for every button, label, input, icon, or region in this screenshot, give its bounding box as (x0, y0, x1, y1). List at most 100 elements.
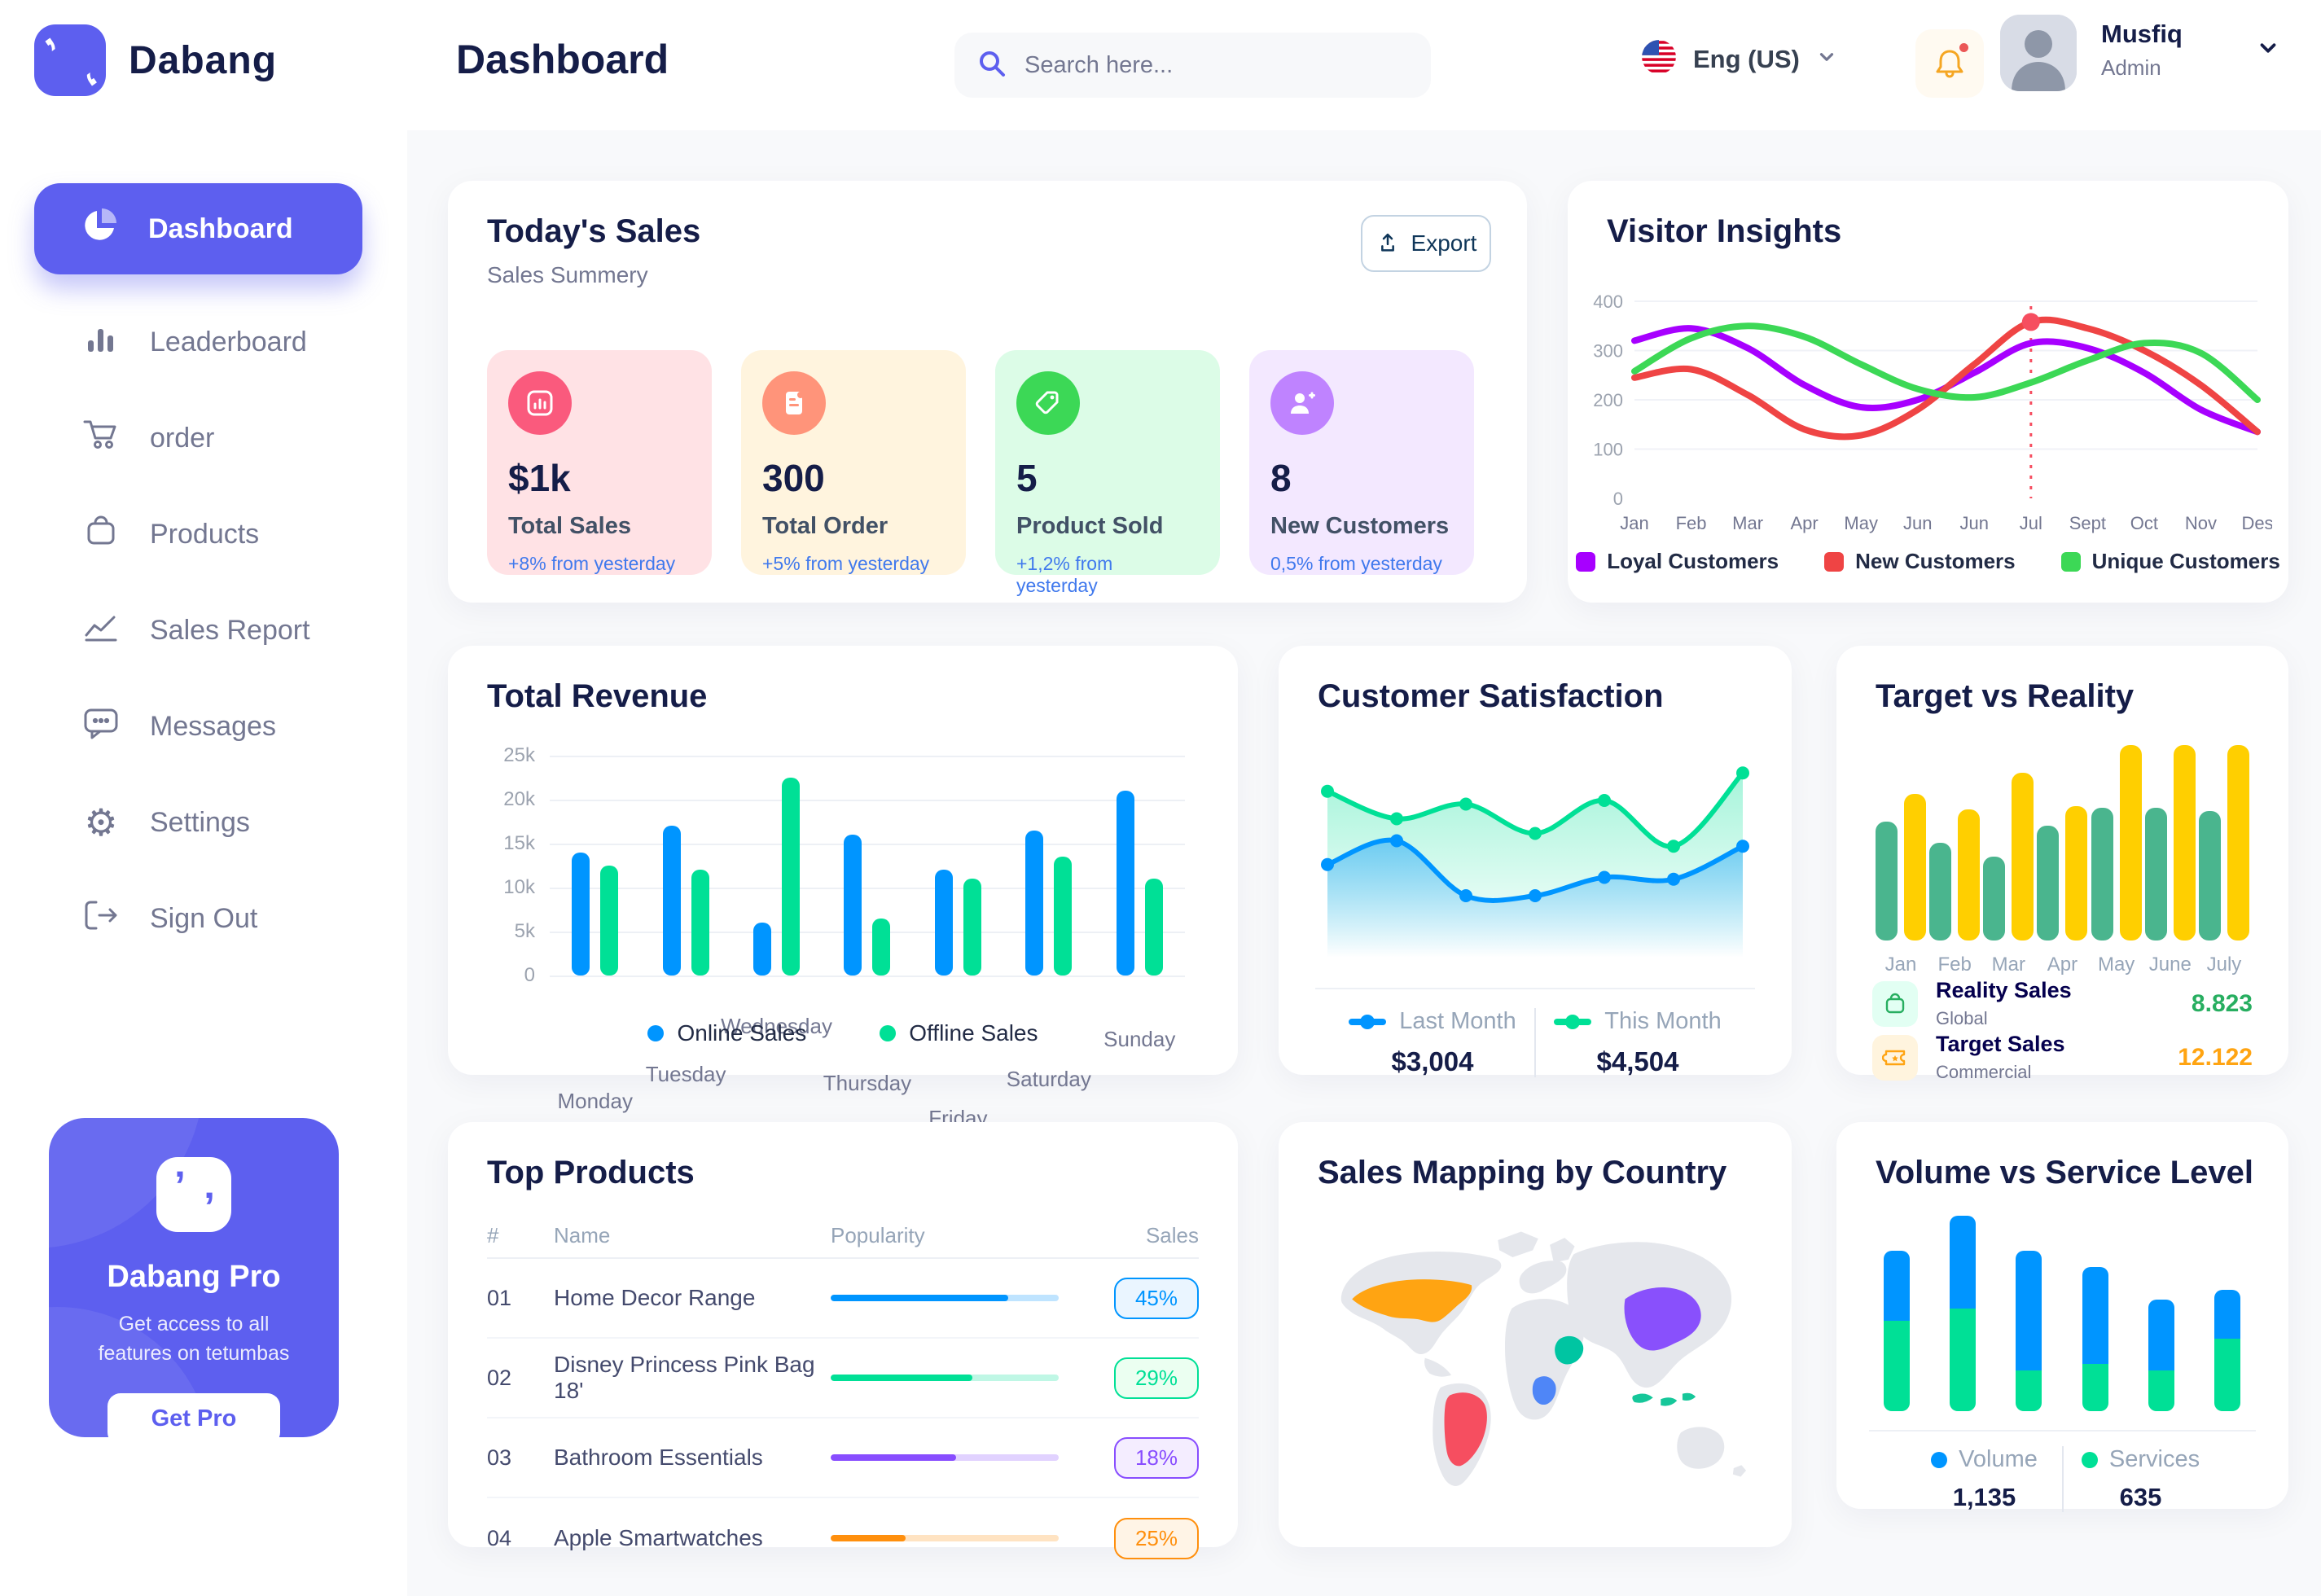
bar (2144, 808, 2167, 940)
product-name: Apple Smartwatches (554, 1525, 763, 1550)
axis-tick-label: Mar (1991, 954, 2025, 976)
sidebar-item-leaderboard[interactable]: Leaderboard (0, 294, 407, 390)
legend-item: Online Sales (647, 1020, 806, 1046)
series-value: 12.122 (2178, 1043, 2253, 1071)
top-header: Dashboard Eng (US) Musfiq Admin (407, 0, 2321, 130)
axis-tick-label: Monday (557, 1088, 633, 1113)
user-plus-icon (1270, 371, 1334, 435)
series-total: $3,004 (1391, 1046, 1474, 1076)
map-country-china[interactable] (1624, 1287, 1701, 1351)
bar (2012, 773, 2034, 940)
popularity-bar (831, 1375, 1059, 1381)
axis-tick-label: Thursday (823, 1071, 912, 1096)
sidebar-item-dashboard[interactable]: Dashboard (34, 183, 362, 274)
chevron-down-icon[interactable] (2256, 36, 2280, 64)
card-title: Customer Satisfaction (1318, 678, 1664, 714)
bag-icon (1872, 980, 1918, 1027)
svg-text:0: 0 (1613, 489, 1623, 509)
sidebar-item-order[interactable]: order (0, 390, 407, 486)
axis-tick-label: Saturday (1006, 1066, 1091, 1091)
series-value: 8.823 (2191, 989, 2253, 1017)
avatar[interactable] (2000, 15, 2077, 91)
cart-icon (81, 415, 121, 462)
bar (2227, 745, 2249, 940)
sidebar: ’’ Dabang Dashboard Leaderboard order (0, 0, 407, 1596)
sidebar-item-sales-report[interactable]: Sales Report (0, 582, 407, 678)
sidebar-item-label: Leaderboard (150, 326, 307, 357)
get-pro-button[interactable]: Get Pro (107, 1392, 280, 1437)
visitor-insights-chart: 0 100 200 300 400 Jan Feb Mar Apr May Jun Jun Jul Sep… (1593, 292, 2272, 533)
series-total: 635 (2119, 1483, 2162, 1511)
svg-text:Jul: Jul (2020, 513, 2042, 533)
svg-text:Jun: Jun (1903, 513, 1932, 533)
map-africa (1504, 1299, 1585, 1420)
bar-group: Feb (1929, 745, 1981, 976)
product-rank: 01 (487, 1285, 512, 1310)
svg-text:Oct: Oct (2130, 513, 2158, 533)
sidebar-item-messages[interactable]: Messages (0, 678, 407, 774)
export-button[interactable]: Export (1361, 215, 1491, 272)
bar (2065, 806, 2088, 940)
pro-subtitle: Get access to all features on tetumbas (98, 1313, 290, 1366)
legend-item: Services 635 (2064, 1446, 2218, 1512)
legend-item: Offline Sales (880, 1020, 1038, 1046)
legend-dot (1931, 1451, 1948, 1468)
search-bar[interactable] (954, 33, 1431, 98)
axis-tick-label: 0 (524, 964, 535, 986)
total-revenue-chart: 0 5k 10k 15k 20k 25k Monday Tuesday Wednesday Thu… (503, 744, 1185, 1130)
volume-service-chart (1884, 1212, 2240, 1411)
map-country-saudi-arabia[interactable] (1555, 1335, 1584, 1365)
language-label: Eng (US) (1693, 44, 1800, 73)
chart-legend: Loyal Customers New Customers Unique Cus… (1568, 549, 2288, 574)
language-selector[interactable]: Eng (US) (1641, 39, 1837, 79)
bar (782, 778, 801, 976)
divider (2061, 1446, 2064, 1512)
notification-badge (1957, 41, 1971, 55)
card-title: Visitor Insights (1607, 213, 1842, 249)
sales-badge: 45% (1113, 1277, 1199, 1319)
grid-line (550, 756, 1185, 757)
bar (872, 918, 891, 976)
sidebar-item-settings[interactable]: ⚙ Settings (0, 774, 407, 870)
legend-dot (2081, 1451, 2098, 1468)
brand[interactable]: ’’ Dabang (34, 24, 277, 96)
stat-product-sold: 5 Product Sold +1,2% from yesterday (995, 350, 1220, 596)
svg-text:Des: Des (2241, 513, 2272, 533)
legend-item: This Month $4,504 (1544, 1008, 1731, 1077)
map-country-brazil[interactable] (1444, 1392, 1487, 1467)
sidebar-item-label: Settings (150, 806, 250, 838)
bar (2198, 810, 2221, 940)
table-header: # Name Popularity Sales (487, 1213, 1199, 1259)
bar-group: Jan (1876, 745, 1926, 976)
user-menu[interactable]: Musfiq Admin (2101, 20, 2183, 81)
legend-item-target: Target Sales Commercial 12.122 (1872, 1032, 2253, 1083)
product-rank: 03 (487, 1445, 512, 1470)
sales-mapping-card: Sales Mapping by Country (1279, 1122, 1792, 1547)
sidebar-item-sign-out[interactable]: Sign Out (0, 870, 407, 967)
axis-tick-label: 25k (503, 744, 535, 766)
sidebar-item-label: order (150, 422, 215, 454)
sidebar-item-products[interactable]: Products (0, 486, 407, 582)
stat-new-customers: 8 New Customers 0,5% from yesterday (1249, 350, 1474, 575)
legend-swatch (2060, 551, 2081, 572)
table-row: 03 Bathroom Essentials 18% (487, 1418, 1199, 1498)
bar (1983, 857, 2006, 940)
map-country-indonesia[interactable] (1632, 1392, 1696, 1406)
map-country-dr-congo[interactable] (1532, 1376, 1556, 1405)
pie-chart-icon (80, 206, 119, 252)
map-central-america (1424, 1357, 1452, 1377)
axis-tick-label: Wednesday (721, 1014, 832, 1038)
bar-volume-segment (2016, 1251, 2042, 1370)
notifications-button[interactable] (1915, 29, 1984, 98)
axis-tick-label: Apr (2047, 954, 2078, 976)
legend-item-reality: Reality Sales Global 8.823 (1872, 978, 2253, 1029)
map-new-zealand (1732, 1465, 1747, 1477)
brand-logo-icon: ’’ (34, 24, 106, 96)
bar-group: July (2198, 745, 2249, 976)
map-country-united-states[interactable] (1352, 1279, 1472, 1322)
bar-group: Saturday (1007, 830, 1091, 1091)
user-name: Musfiq (2101, 20, 2183, 48)
search-input[interactable] (1024, 51, 1410, 79)
bar (963, 879, 981, 976)
bar-volume-segment (1884, 1251, 1910, 1321)
